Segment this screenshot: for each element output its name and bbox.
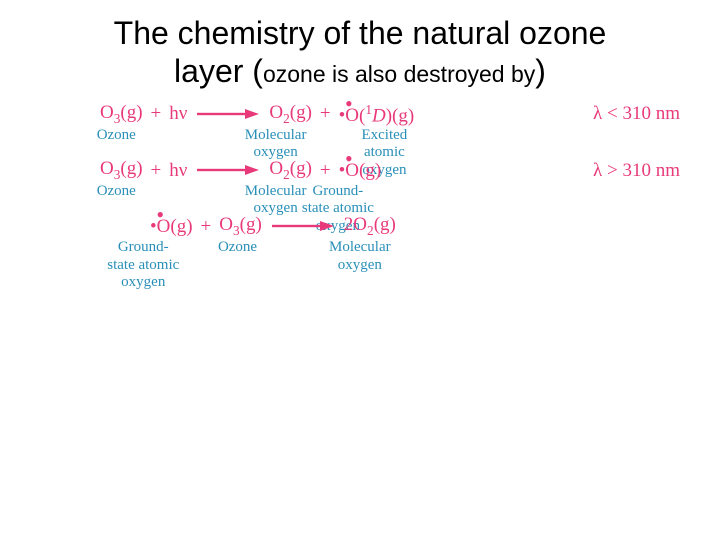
- title-subtext: ozone is also destroyed by: [263, 61, 535, 87]
- chem-term: •O(g): [339, 161, 382, 180]
- chem-term: •O(1D)(g): [339, 103, 415, 125]
- equation-line: •O(g) + O3(g) 2O2(g): [40, 215, 680, 237]
- title-line2b: ): [535, 53, 546, 89]
- chem-term: O3(g): [100, 159, 143, 181]
- plus-sign: +: [320, 161, 331, 180]
- plus-sign: +: [151, 104, 162, 123]
- chem-sublabel: Molecularoxygen: [237, 127, 315, 162]
- chem-sublabel: Ozone: [91, 127, 141, 144]
- reaction-arrow: [197, 109, 259, 119]
- chem-term: O3(g): [100, 103, 143, 125]
- title-line1: The chemistry of the natural ozone: [114, 15, 607, 51]
- chem-term: 2O2(g): [344, 215, 396, 237]
- chem-sublabel: Ground-state atomicoxygen: [95, 239, 191, 291]
- chem-term: •O(g): [150, 217, 193, 236]
- reaction-condition: λ < 310 nm: [563, 104, 680, 123]
- chem-term: hν: [169, 161, 187, 180]
- reaction-condition: λ > 310 nm: [563, 161, 680, 180]
- chem-term: hν: [169, 104, 187, 123]
- plus-sign: +: [201, 217, 212, 236]
- reaction-row: O3(g)+hν O2(g)+•O(1D)(g)λ < 310 nmOzoneM…: [40, 103, 680, 125]
- equation-line: O3(g) + hν O2(g) + •O(1D)(g) λ < 310 nm: [40, 103, 680, 125]
- chem-sublabel: Molecularoxygen: [321, 239, 399, 274]
- plus-sign: +: [320, 104, 331, 123]
- chem-term: O2(g): [269, 103, 312, 125]
- chem-sublabel: Ozone: [213, 239, 263, 256]
- chem-term: O2(g): [269, 159, 312, 181]
- reaction-row: •O(g)+O3(g) 2O2(g)Ground-state atomicoxy…: [40, 215, 680, 237]
- equation-line: O3(g) + hν O2(g) + •O(g) λ > 310 nm: [40, 159, 680, 181]
- plus-sign: +: [151, 161, 162, 180]
- reaction-arrow: [197, 165, 259, 175]
- reaction-arrow: [272, 221, 334, 231]
- chem-sublabel: Ozone: [91, 183, 141, 200]
- equations-area: O3(g) + hν O2(g) + •O(1D)(g) λ < 310 nm Ozone M…: [40, 103, 680, 238]
- reaction-row: O3(g)+hν O2(g)+•O(g)λ > 310 nmOzoneMolec…: [40, 159, 680, 181]
- title-line2a: layer (: [174, 53, 263, 89]
- page-title: The chemistry of the natural ozone layer…: [0, 14, 720, 91]
- chem-term: O3(g): [219, 215, 262, 237]
